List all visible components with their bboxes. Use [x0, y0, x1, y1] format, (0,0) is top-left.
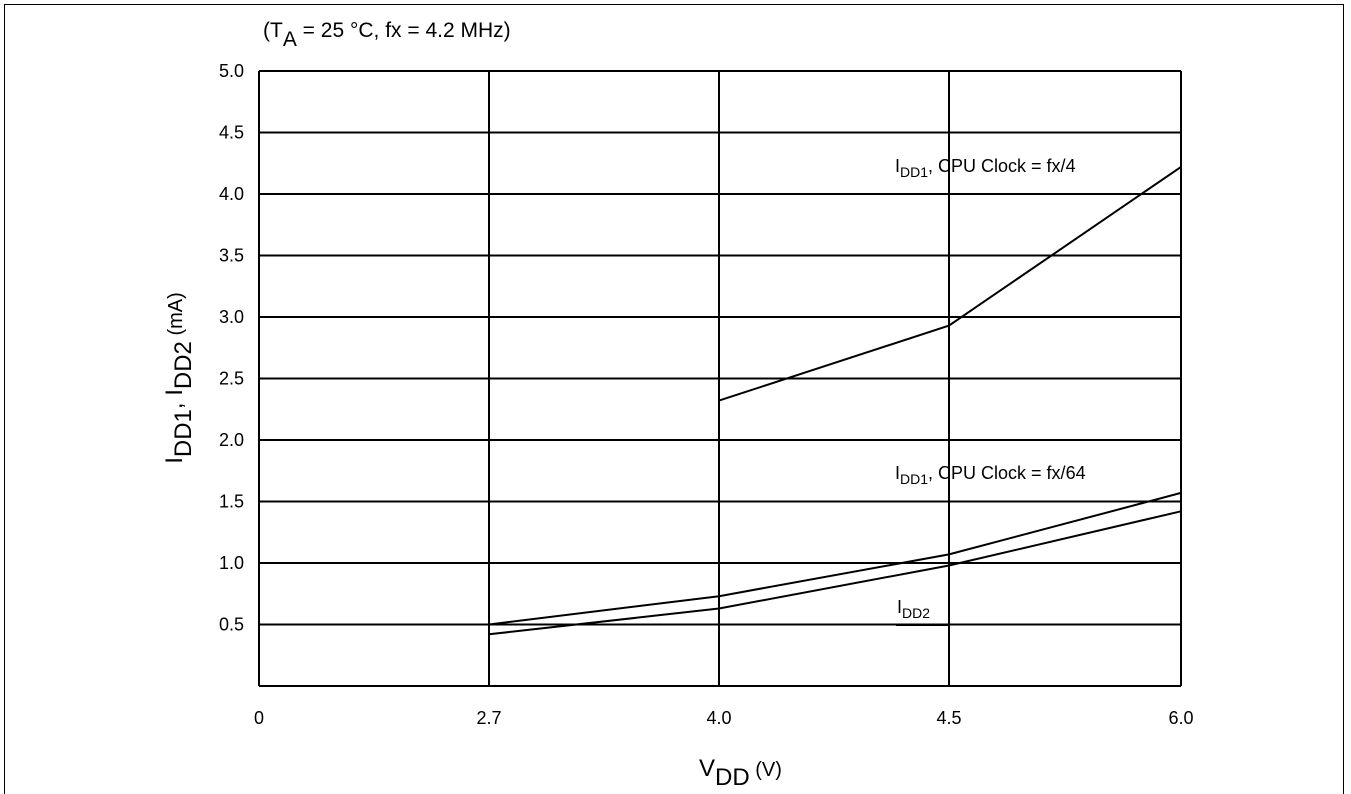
y-tick-label: 1.5: [219, 492, 244, 512]
x-tick-label: 4.5: [936, 708, 961, 728]
y-tick-label: 5.0: [219, 61, 244, 81]
y-tick-label: 4.0: [219, 184, 244, 204]
series-idd1-fx64: [488, 491, 1182, 626]
series-label-idd1-fx64: IDD1, CPU Clock = fx/64: [895, 463, 1086, 487]
y-tick-label: 0.5: [219, 615, 244, 635]
y-tick-label: 2.0: [219, 430, 244, 450]
test-condition: (TA = 25 °C, fx = 4.2 MHz): [263, 19, 511, 51]
figure-frame: [4, 4, 1344, 794]
x-tick-label: 0: [254, 708, 264, 728]
series-idd1-fx4: [718, 166, 1182, 402]
series-label-idd1-fx4: IDD1, CPU Clock = fx/4: [895, 156, 1076, 180]
x-tick-label: 4.0: [706, 708, 731, 728]
y-tick-label: 4.5: [219, 123, 244, 143]
series-idd2: [488, 510, 1182, 636]
series-label-idd2: IDD2: [897, 597, 931, 621]
x-tick-label: 2.7: [476, 708, 501, 728]
x-tick-label: 6.0: [1168, 708, 1193, 728]
y-tick-label: 3.0: [219, 307, 244, 327]
y-tick-label: 2.5: [219, 369, 244, 389]
y-tick-label: 3.5: [219, 246, 244, 266]
y-tick-label: 1.0: [219, 553, 244, 573]
x-axis-label: VDD (V): [699, 755, 782, 791]
idd2-label-underline: [896, 625, 948, 626]
y-axis-label: IDD1, IDD2 (mA): [161, 292, 197, 464]
